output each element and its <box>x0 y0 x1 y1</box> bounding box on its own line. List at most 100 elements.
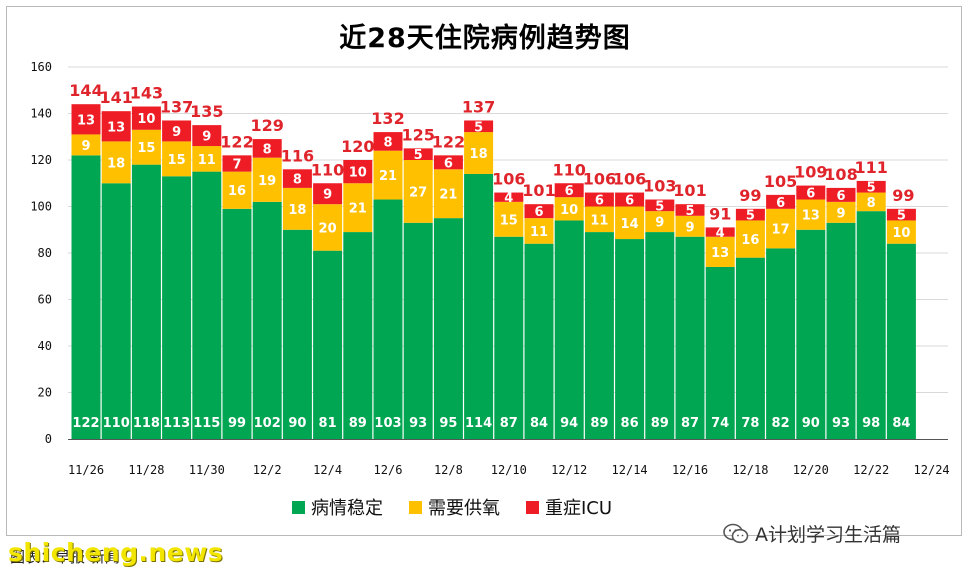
y-tick-label: 140 <box>30 107 52 121</box>
legend-label-stable: 病情稳定 <box>311 498 383 519</box>
total-label: 108 <box>824 165 857 184</box>
legend-label-icu: 重症ICU <box>545 498 613 519</box>
bar-segment-oxygen <box>162 141 192 177</box>
legend-swatch-icu <box>526 500 539 514</box>
bar-segment-oxygen <box>766 208 796 249</box>
data-label-icu: 5 <box>897 209 906 224</box>
wechat-account: A计划学习生活篇 <box>723 520 901 547</box>
bar-segment-icu <box>645 199 675 212</box>
bar-segment-icu <box>584 192 614 207</box>
data-label-icu: 5 <box>414 148 423 163</box>
y-tick-label: 60 <box>38 293 52 307</box>
data-label-oxygen: 8 <box>867 196 876 211</box>
data-label-stable: 98 <box>862 416 880 431</box>
total-label: 99 <box>892 186 914 205</box>
data-label-stable: 89 <box>590 416 608 431</box>
x-tick-label: 12/24 <box>914 463 950 477</box>
data-label-oxygen: 21 <box>439 188 457 203</box>
bar-segment-stable <box>735 257 765 439</box>
bar-segment-stable <box>343 232 373 439</box>
total-label: 105 <box>764 172 797 191</box>
bar-segment-oxygen <box>71 134 101 156</box>
data-label-stable: 84 <box>892 416 910 431</box>
data-label-stable: 84 <box>530 416 548 431</box>
total-label: 99 <box>739 186 761 205</box>
bar-segment-stable <box>222 208 252 439</box>
data-label-icu: 13 <box>107 120 125 135</box>
data-label-stable: 103 <box>374 416 401 431</box>
bar-segment-icu <box>313 183 343 205</box>
data-label-oxygen: 15 <box>168 153 186 168</box>
bar-segment-stable <box>282 229 312 439</box>
bar-segment-stable <box>796 229 826 439</box>
bar-segment-icu <box>494 192 524 202</box>
total-label: 91 <box>709 204 731 223</box>
bar-segment-oxygen <box>192 146 222 172</box>
bar-segment-stable <box>71 155 101 439</box>
data-label-oxygen: 9 <box>81 139 90 154</box>
total-label: 141 <box>99 88 132 107</box>
data-label-icu: 6 <box>625 194 634 209</box>
bar-segment-icu <box>796 185 826 200</box>
x-tick-label: 12/6 <box>374 463 403 477</box>
total-label: 103 <box>643 177 676 196</box>
data-label-icu: 4 <box>716 226 725 241</box>
data-label-stable: 74 <box>711 416 729 431</box>
chart-title: 近28天住院病例趋势图 <box>339 23 631 54</box>
total-label: 144 <box>69 81 102 100</box>
total-label: 116 <box>281 146 314 165</box>
total-label: 106 <box>613 170 646 189</box>
data-label-oxygen: 11 <box>530 225 548 240</box>
bar-segment-stable <box>766 248 796 439</box>
bar-segment-icu <box>282 169 312 188</box>
bar-segment-stable <box>313 250 343 439</box>
total-label: 110 <box>552 160 585 179</box>
data-label-stable: 89 <box>349 416 367 431</box>
data-label-icu: 9 <box>172 125 181 140</box>
total-label: 101 <box>673 181 706 200</box>
bar-segment-icu <box>403 148 433 160</box>
data-label-oxygen: 21 <box>379 169 397 184</box>
bar-segment-oxygen <box>101 141 131 184</box>
bar-segment-stable <box>615 239 645 439</box>
bar-segment-stable <box>162 176 192 439</box>
bars: 1229131441101813141118151014311315913711… <box>69 81 916 439</box>
data-label-stable: 78 <box>741 416 759 431</box>
bar-segment-oxygen <box>584 206 614 233</box>
bar-segment-icu <box>615 192 645 207</box>
data-label-icu: 8 <box>263 142 272 157</box>
bar-segment-stable <box>886 243 916 439</box>
data-label-oxygen: 18 <box>288 203 306 218</box>
x-tick-label: 12/10 <box>491 463 527 477</box>
data-label-icu: 9 <box>323 188 332 203</box>
bar-segment-oxygen <box>494 201 524 237</box>
bar-segment-icu <box>222 155 252 172</box>
data-label-stable: 113 <box>163 416 190 431</box>
data-label-oxygen: 21 <box>349 202 367 217</box>
x-tick-label: 12/12 <box>551 463 587 477</box>
bar-segment-icu <box>856 180 886 193</box>
data-label-oxygen: 16 <box>741 233 759 248</box>
data-label-oxygen: 19 <box>258 174 276 189</box>
data-label-stable: 95 <box>439 416 457 431</box>
data-label-oxygen: 9 <box>836 206 845 221</box>
y-tick-label: 80 <box>38 246 52 260</box>
bar-segment-oxygen <box>373 150 403 200</box>
x-tick-label: 11/26 <box>68 463 104 477</box>
bar-segment-icu <box>101 111 131 142</box>
data-label-oxygen: 11 <box>590 213 608 228</box>
bar-segment-stable <box>675 236 705 439</box>
bar-segment-oxygen <box>433 169 463 219</box>
data-label-oxygen: 17 <box>772 223 790 238</box>
data-label-stable: 87 <box>500 416 518 431</box>
data-label-icu: 5 <box>474 120 483 135</box>
data-label-icu: 5 <box>867 181 876 196</box>
total-label: 129 <box>250 116 283 135</box>
bar-segment-oxygen <box>675 215 705 237</box>
bar-segment-stable <box>252 201 282 439</box>
x-tick-label: 12/2 <box>253 463 282 477</box>
data-label-stable: 115 <box>193 416 220 431</box>
total-label: 132 <box>371 109 404 128</box>
wechat-account-name: A计划学习生活篇 <box>755 524 901 546</box>
